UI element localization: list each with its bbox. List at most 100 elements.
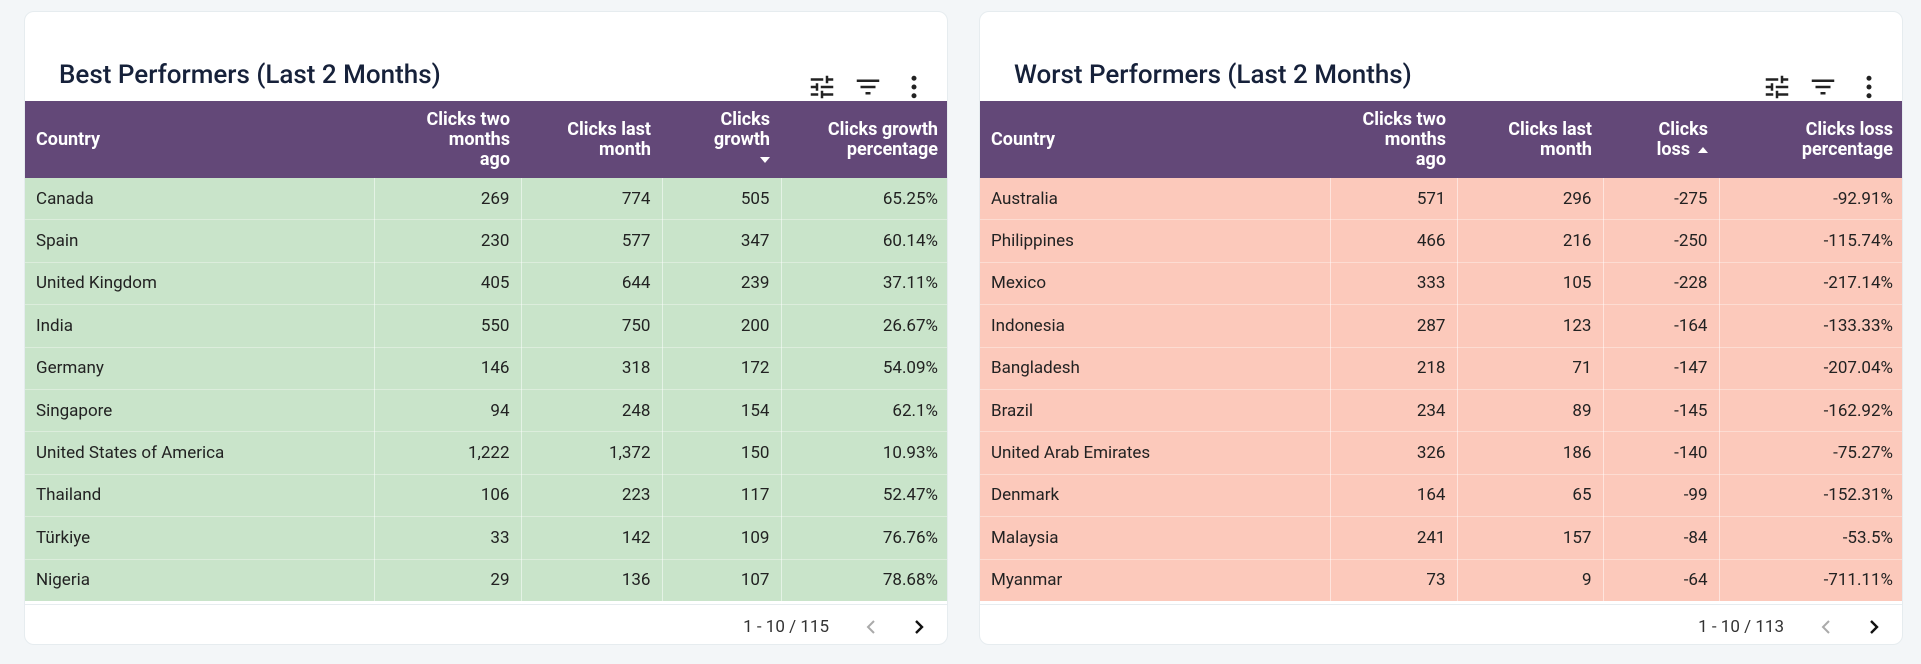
header-label: Country bbox=[991, 128, 1056, 150]
cell: 65 bbox=[1457, 474, 1604, 518]
cell: 62.1% bbox=[781, 389, 947, 433]
column-header[interactable]: Clicks growth bbox=[662, 101, 781, 178]
pagination: 1 - 10 / 115 bbox=[25, 604, 947, 644]
column-header[interactable]: Clicks last month bbox=[1457, 101, 1603, 178]
cell: Bangladesh bbox=[980, 347, 1331, 390]
header-label: Clicks two months ago bbox=[426, 108, 511, 170]
sort-arrow bbox=[1698, 146, 1708, 153]
cell: 223 bbox=[521, 474, 663, 518]
table-row: Singapore 94 248 154 62.1% bbox=[25, 389, 947, 433]
header-label: Clicks growth percentage bbox=[827, 118, 938, 160]
cell: Mexico bbox=[980, 262, 1331, 306]
table-row: Malaysia 241 157 -84 -53.5% bbox=[980, 516, 1902, 560]
cell: 54.09% bbox=[781, 347, 947, 390]
page-range: 1 - 10 / 113 bbox=[1698, 617, 1784, 637]
cell: 109 bbox=[662, 516, 782, 560]
cell: 577 bbox=[521, 219, 663, 263]
filter-button[interactable] bbox=[1808, 72, 1838, 106]
column-header[interactable]: Clicks two months ago bbox=[374, 101, 521, 178]
more-button[interactable] bbox=[899, 72, 929, 106]
cell: 33 bbox=[374, 516, 522, 560]
table-row: Denmark 164 65 -99 -152.31% bbox=[980, 474, 1902, 518]
column-header[interactable]: Clicks growth percentage bbox=[781, 101, 947, 178]
table-row: Indonesia 287 123 -164 -133.33% bbox=[980, 304, 1902, 348]
cell: 26.67% bbox=[781, 304, 947, 348]
cell: 186 bbox=[1457, 431, 1604, 475]
cell: -275 bbox=[1603, 178, 1720, 221]
prev-page[interactable] bbox=[859, 615, 883, 639]
cell: Brazil bbox=[980, 389, 1331, 433]
next-page[interactable] bbox=[907, 615, 931, 639]
cell: -145 bbox=[1603, 389, 1720, 433]
cell: 105 bbox=[1457, 262, 1604, 306]
cell: 347 bbox=[662, 219, 782, 263]
table-row: United States of America 1,222 1,372 150 10.… bbox=[25, 431, 947, 475]
cell: 269 bbox=[374, 178, 522, 221]
more-button[interactable] bbox=[1854, 72, 1884, 106]
cell: 78.68% bbox=[781, 559, 947, 602]
table-row: Canada 269 774 505 65.25% bbox=[25, 178, 947, 221]
column-header[interactable]: Clicks two months ago bbox=[1330, 101, 1457, 178]
cell: 136 bbox=[521, 559, 663, 602]
table-row: Türkiye 33 142 109 76.76% bbox=[25, 516, 947, 560]
cell: 326 bbox=[1330, 431, 1458, 475]
cell: 154 bbox=[662, 389, 782, 433]
cell: Indonesia bbox=[980, 304, 1331, 348]
cell: 157 bbox=[1457, 516, 1604, 560]
table-body: Australia 571 296 -275 -92.91% Philippines 466… bbox=[980, 178, 1902, 602]
cell: 234 bbox=[1330, 389, 1458, 433]
cell: 1,222 bbox=[374, 431, 522, 475]
options-button[interactable] bbox=[1762, 72, 1792, 106]
cell: 37.11% bbox=[781, 262, 947, 306]
header-label: Clicks last month bbox=[1508, 118, 1592, 160]
next-page[interactable] bbox=[1862, 615, 1886, 639]
cell: 106 bbox=[374, 474, 522, 518]
column-header[interactable]: Clicks last month bbox=[521, 101, 662, 178]
cell: 505 bbox=[662, 178, 782, 221]
table-row: Germany 146 318 172 54.09% bbox=[25, 347, 947, 390]
cell: -147 bbox=[1603, 347, 1720, 390]
cell: -228 bbox=[1603, 262, 1720, 306]
table-row: United Kingdom 405 644 239 37.11% bbox=[25, 262, 947, 306]
filter-button[interactable] bbox=[853, 72, 883, 106]
cell: Nigeria bbox=[25, 559, 375, 602]
cell: -99 bbox=[1603, 474, 1720, 518]
cell: Thailand bbox=[25, 474, 375, 518]
cell: 164 bbox=[1330, 474, 1458, 518]
column-header[interactable]: Clicks loss percentage bbox=[1719, 101, 1902, 178]
sort-arrow bbox=[760, 156, 770, 163]
cell: 142 bbox=[521, 516, 663, 560]
cell: 117 bbox=[662, 474, 782, 518]
cell: Singapore bbox=[25, 389, 375, 433]
cell: 296 bbox=[1457, 178, 1604, 221]
column-header[interactable]: Country bbox=[980, 101, 1330, 178]
cell: Türkiye bbox=[25, 516, 375, 560]
cell: 216 bbox=[1457, 219, 1604, 263]
table-card: Best Performers (Last 2 Months) Country Cl… bbox=[24, 11, 948, 645]
prev-page[interactable] bbox=[1814, 615, 1838, 639]
column-header[interactable]: Clicks loss bbox=[1603, 101, 1719, 178]
table-row: Bangladesh 218 71 -147 -207.04% bbox=[980, 347, 1902, 390]
cell: 774 bbox=[521, 178, 663, 221]
cell: 150 bbox=[662, 431, 782, 475]
options-button[interactable] bbox=[807, 72, 837, 106]
toolbar bbox=[1762, 72, 1884, 106]
cell: 60.14% bbox=[781, 219, 947, 263]
cell: -217.14% bbox=[1719, 262, 1902, 306]
table-head: Country Clicks two months ago Clicks last … bbox=[980, 101, 1902, 178]
header-label: Country bbox=[36, 128, 101, 150]
cell: 52.47% bbox=[781, 474, 947, 518]
column-header[interactable]: Country bbox=[25, 101, 374, 178]
cell: -164 bbox=[1603, 304, 1720, 348]
cell: 405 bbox=[374, 262, 522, 306]
cell: 318 bbox=[521, 347, 663, 390]
table-row: India 550 750 200 26.67% bbox=[25, 304, 947, 348]
cell: United Kingdom bbox=[25, 262, 375, 306]
cell: 9 bbox=[1457, 559, 1604, 602]
pagination: 1 - 10 / 113 bbox=[980, 604, 1902, 644]
cell: 200 bbox=[662, 304, 782, 348]
cell: Malaysia bbox=[980, 516, 1331, 560]
table-row: Brazil 234 89 -145 -162.92% bbox=[980, 389, 1902, 433]
cell: -250 bbox=[1603, 219, 1720, 263]
